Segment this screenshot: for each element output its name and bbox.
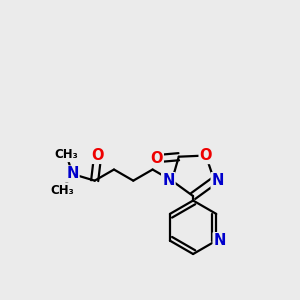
Text: CH₃: CH₃	[55, 148, 78, 161]
Text: O: O	[92, 148, 104, 163]
Text: CH₃: CH₃	[50, 184, 74, 197]
Text: N: N	[212, 173, 224, 188]
Text: N: N	[162, 173, 175, 188]
Text: O: O	[200, 148, 212, 163]
Text: N: N	[214, 233, 226, 248]
Text: N: N	[66, 167, 79, 182]
Text: O: O	[150, 151, 163, 166]
